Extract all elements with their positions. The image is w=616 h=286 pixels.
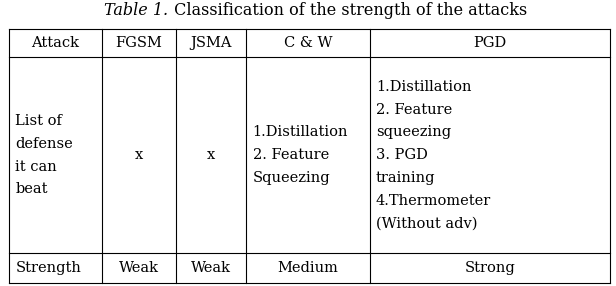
Text: Table 1.: Table 1. <box>104 1 169 19</box>
Text: Table 1. Classification of the strength of the attacks: Table 1. Classification of the strength … <box>98 1 521 19</box>
Text: FGSM: FGSM <box>115 36 162 50</box>
Text: C & W: C & W <box>284 36 332 50</box>
Text: JSMA: JSMA <box>190 36 232 50</box>
Text: x: x <box>207 148 215 162</box>
Text: Weak: Weak <box>119 261 158 275</box>
Text: Classification of the strength of the attacks: Classification of the strength of the at… <box>169 1 527 19</box>
Text: Weak: Weak <box>191 261 231 275</box>
Text: Medium: Medium <box>278 261 338 275</box>
Text: Strength: Strength <box>15 261 81 275</box>
Text: Strong: Strong <box>464 261 515 275</box>
Text: PGD: PGD <box>473 36 506 50</box>
Text: List of
defense
it can
beat: List of defense it can beat <box>15 114 73 196</box>
Text: 1.Distillation
2. Feature
squeezing
3. PGD
training
4.Thermometer
(Without adv): 1.Distillation 2. Feature squeezing 3. P… <box>376 80 491 231</box>
Text: Attack: Attack <box>31 36 79 50</box>
Text: 1.Distillation
2. Feature
Squeezing: 1.Distillation 2. Feature Squeezing <box>253 125 348 185</box>
Text: x: x <box>134 148 143 162</box>
